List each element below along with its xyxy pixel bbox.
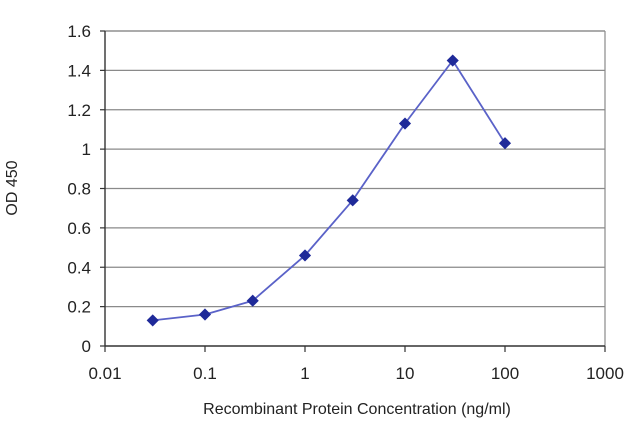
y-tick-label: 0.2 bbox=[67, 298, 91, 317]
y-tick-label: 0.6 bbox=[67, 219, 91, 238]
y-tick-label: 1.4 bbox=[67, 61, 91, 80]
y-tick-label: 0 bbox=[82, 337, 91, 356]
data-point-marker bbox=[198, 308, 212, 321]
data-point-marker bbox=[146, 314, 159, 327]
x-tick-label: 1 bbox=[300, 364, 309, 383]
data-point-marker bbox=[398, 117, 412, 130]
x-tick-label: 10 bbox=[396, 364, 415, 383]
y-tick-labels: 0 0.2 0.4 0.6 0.8 1 1.2 1.4 1.6 bbox=[67, 22, 91, 356]
y-tick-label: 1 bbox=[82, 140, 91, 159]
data-point-marker bbox=[298, 249, 312, 262]
data-point-marker bbox=[446, 54, 459, 67]
x-tick-label: 100 bbox=[491, 364, 519, 383]
y-tick-label: 1.2 bbox=[67, 101, 91, 120]
x-tick-label: 0.1 bbox=[193, 364, 217, 383]
x-axis-title: Recombinant Protein Concentration (ng/ml… bbox=[203, 401, 511, 418]
x-tick-labels: 0.01 0.1 1 10 100 1000 bbox=[88, 364, 623, 383]
y-tick-label: 0.8 bbox=[67, 180, 91, 199]
y-tick-label: 1.6 bbox=[67, 22, 91, 41]
x-tick-label: 0.01 bbox=[88, 364, 121, 383]
series-line bbox=[152, 59, 506, 322]
data-point-marker bbox=[346, 194, 359, 207]
y-tick-label: 0.4 bbox=[67, 258, 91, 277]
data-point-marker bbox=[246, 294, 259, 307]
gridlines bbox=[105, 30, 605, 308]
y-axis-title: OD 450 bbox=[4, 160, 21, 215]
data-point-marker bbox=[498, 137, 512, 150]
series-group bbox=[146, 54, 512, 327]
x-tick-label: 1000 bbox=[586, 364, 624, 383]
axes bbox=[100, 30, 606, 352]
